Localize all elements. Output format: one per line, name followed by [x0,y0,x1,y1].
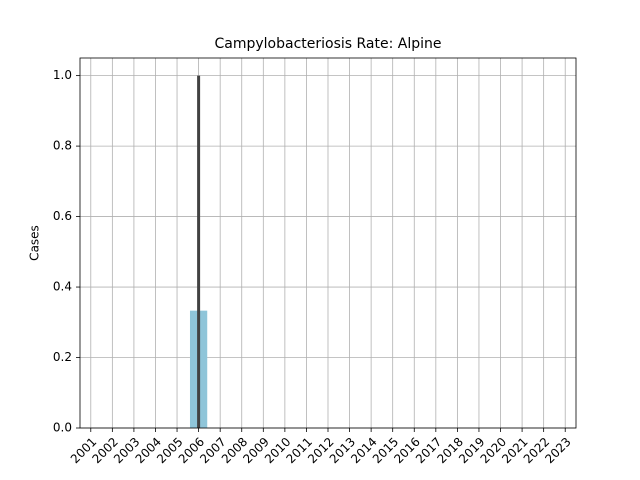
y-tick-label: 0.2 [53,350,72,364]
y-tick-label: 0.4 [53,280,72,294]
y-axis-label: Cases [28,225,42,261]
y-tick-label: 0.6 [53,209,72,223]
y-tick-label: 0.8 [53,139,72,153]
y-tick-label: 1.0 [53,68,72,82]
chart-title: Campylobacteriosis Rate: Alpine [214,36,441,52]
plot-frame [79,57,577,429]
x-axis-label: Year [314,479,340,480]
y-tick-label: 0.0 [53,421,72,435]
